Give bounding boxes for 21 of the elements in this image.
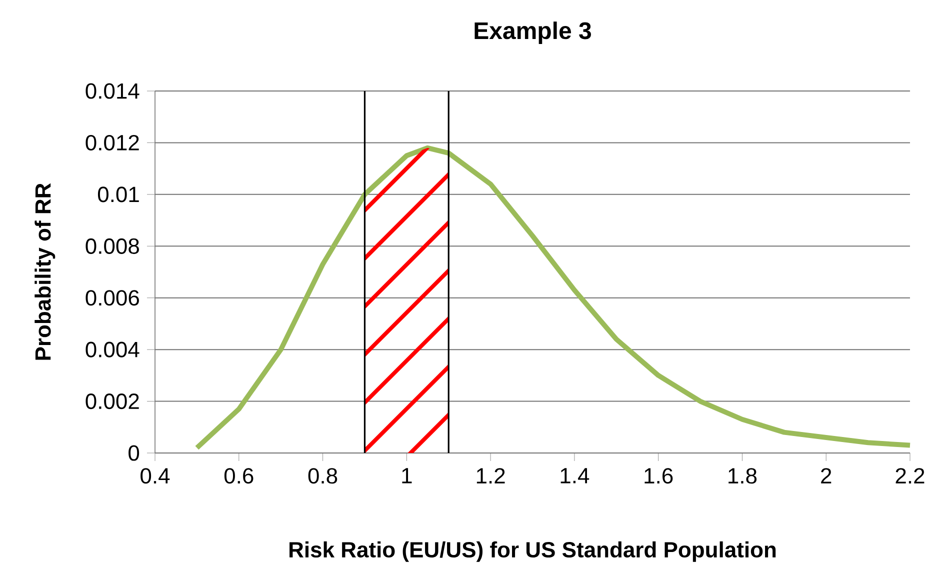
x-tick-label: 2 — [821, 468, 832, 484]
x-tick-label: 1.4 — [560, 468, 590, 484]
y-tick-label: 0.002 — [86, 394, 139, 410]
y-tick-label: 0.006 — [86, 290, 139, 306]
y-tick-label: 0.014 — [86, 83, 140, 99]
y-tick-label: 0.01 — [98, 186, 139, 202]
x-tick-label: 1.8 — [728, 468, 757, 484]
y-tick-label: 0.008 — [86, 238, 139, 254]
y-tick-label: 0.012 — [86, 134, 139, 151]
x-tick-label: 1 — [402, 468, 412, 484]
x-tick-label: 0.6 — [224, 468, 254, 484]
x-tick-label: 0.8 — [308, 468, 338, 484]
x-axis-title: Risk Ratio (EU/US) for US Standard Population — [290, 541, 776, 562]
x-tick-label: 1.2 — [476, 468, 505, 484]
chart-title: Example 3 — [474, 22, 591, 44]
x-tick-label: 1.6 — [644, 468, 673, 484]
y-tick-label: 0.004 — [86, 342, 140, 358]
x-tick-label: 2.2 — [896, 468, 924, 484]
x-tick-label: 0.4 — [140, 468, 170, 484]
y-axis-title: Probability of RR — [34, 183, 56, 360]
y-tick-label: 0 — [128, 445, 140, 461]
